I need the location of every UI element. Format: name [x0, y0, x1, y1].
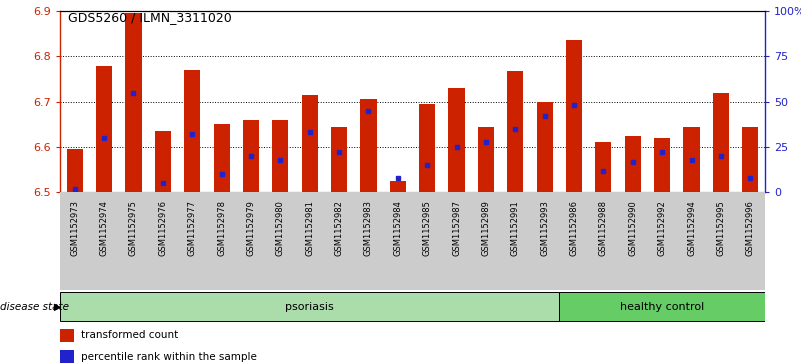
Bar — [60, 350, 74, 363]
Text: GSM1152993: GSM1152993 — [540, 200, 549, 256]
Text: GSM1152990: GSM1152990 — [628, 200, 638, 256]
Bar — [419, 104, 435, 192]
Bar — [595, 142, 611, 192]
Text: GSM1152987: GSM1152987 — [452, 200, 461, 256]
Bar — [126, 13, 142, 192]
Text: GSM1152985: GSM1152985 — [423, 200, 432, 256]
Bar — [243, 120, 259, 192]
FancyBboxPatch shape — [559, 292, 765, 322]
Text: GSM1152973: GSM1152973 — [70, 200, 79, 256]
Text: healthy control: healthy control — [620, 302, 704, 312]
Text: GSM1152983: GSM1152983 — [364, 200, 373, 256]
Text: GSM1152978: GSM1152978 — [217, 200, 226, 256]
Bar — [60, 329, 74, 342]
Text: GSM1152981: GSM1152981 — [305, 200, 314, 256]
Bar — [96, 66, 112, 192]
Bar — [449, 88, 465, 192]
Bar — [654, 138, 670, 192]
Text: percentile rank within the sample: percentile rank within the sample — [81, 352, 257, 362]
Text: GSM1152994: GSM1152994 — [687, 200, 696, 256]
Text: GSM1152989: GSM1152989 — [481, 200, 490, 256]
Bar — [331, 127, 347, 192]
Text: GSM1152982: GSM1152982 — [335, 200, 344, 256]
Text: GSM1152976: GSM1152976 — [159, 200, 167, 256]
Text: GSM1152988: GSM1152988 — [599, 200, 608, 256]
Bar — [625, 136, 641, 192]
Text: GSM1152980: GSM1152980 — [276, 200, 285, 256]
Bar — [507, 71, 523, 192]
Bar — [683, 127, 699, 192]
Bar — [390, 181, 406, 192]
Text: GSM1152975: GSM1152975 — [129, 200, 138, 256]
Text: GSM1152986: GSM1152986 — [570, 200, 578, 256]
Bar — [713, 93, 729, 192]
Bar — [184, 70, 200, 192]
Text: GSM1152979: GSM1152979 — [247, 200, 256, 256]
FancyBboxPatch shape — [60, 292, 559, 322]
Text: psoriasis: psoriasis — [285, 302, 334, 312]
Text: GSM1152984: GSM1152984 — [393, 200, 402, 256]
Bar — [66, 149, 83, 192]
Bar — [155, 131, 171, 192]
Text: ▶: ▶ — [54, 302, 62, 312]
Bar — [360, 99, 376, 192]
Bar — [214, 124, 230, 192]
Bar — [272, 120, 288, 192]
Text: GSM1152992: GSM1152992 — [658, 200, 666, 256]
Bar — [478, 127, 494, 192]
Text: GSM1152977: GSM1152977 — [187, 200, 197, 256]
Bar — [537, 102, 553, 192]
Text: GSM1152991: GSM1152991 — [511, 200, 520, 256]
Text: transformed count: transformed count — [81, 330, 179, 340]
Text: GDS5260 / ILMN_3311020: GDS5260 / ILMN_3311020 — [68, 11, 231, 24]
Bar — [743, 127, 759, 192]
Bar — [302, 95, 318, 192]
Text: GSM1152995: GSM1152995 — [716, 200, 726, 256]
Text: disease state: disease state — [0, 302, 69, 312]
Bar — [566, 40, 582, 192]
Text: GSM1152974: GSM1152974 — [99, 200, 109, 256]
Text: GSM1152996: GSM1152996 — [746, 200, 755, 256]
